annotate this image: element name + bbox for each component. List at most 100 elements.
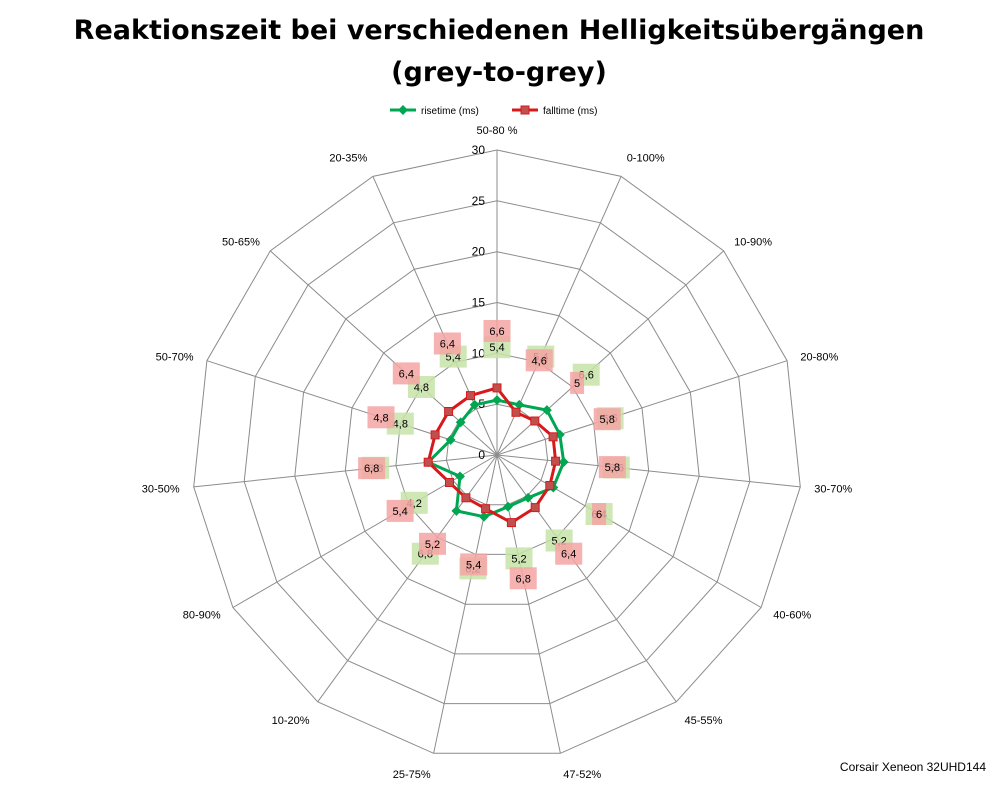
category-label: 0-100% [627,153,665,165]
category-label: 40-60% [773,610,811,622]
data-label-box [598,456,626,479]
legend-swatch-marker [398,105,408,115]
category-label: 10-90% [734,237,772,249]
legend-label: risetime (ms) [421,106,479,117]
legend: risetime (ms) falltime (ms) [390,105,597,117]
data-label: 4,8 [393,419,408,431]
chart-title: Reaktionszeit bei verschiedenen Helligke… [0,10,998,94]
series-layer [423,383,569,528]
data-labels: 5,45,46,66,56,66,45,25,26,26,84,26,84,84… [358,320,630,590]
legend-swatch-marker [520,105,530,115]
data-label-box [392,362,420,385]
category-label: 50-65% [222,237,260,249]
data-label: 5,4 [489,342,504,354]
grid-ring [243,200,751,705]
series-marker [541,405,552,416]
data-label: 4,6 [532,355,547,367]
data-label: 5,4 [392,506,407,518]
data-label: 5,2 [425,539,440,551]
series-marker [445,478,454,487]
series-marker [558,457,569,467]
data-label-box [386,499,414,522]
series-marker [506,518,516,528]
category-label: 47-52% [563,769,601,781]
data-label: 4,8 [373,412,388,424]
grid-ring [395,352,599,555]
series-marker [548,432,558,442]
data-label: 6,4 [440,339,455,351]
category-labels: 50-80 % 0-100% 10-90% 20-80% 30-70% 40-60% 45-… [142,125,853,781]
data-label: 4,8 [414,382,429,394]
data-label: 5,8 [605,462,620,474]
series-marker [530,503,540,513]
tick-label: 20 [472,245,486,259]
chart-title-line-2: (grey-to-grey) [391,57,607,88]
data-label-box [570,371,585,394]
data-label-box [555,542,583,565]
category-label: 80-90% [183,610,221,622]
series-line [426,386,558,525]
category-label: 10-20% [272,715,310,727]
data-label: 5,4 [466,559,481,571]
legend-label: falltime (ms) [543,106,597,117]
data-label-box [460,553,488,576]
series-marker [511,407,521,417]
category-label: 30-70% [814,483,852,495]
data-label: 6 [596,509,602,521]
series-marker [492,395,502,406]
grid-ring [294,251,700,655]
series-marker [445,434,456,445]
data-label-box [525,349,553,372]
data-label: 5,4 [446,352,461,364]
data-label: 5 [574,378,580,390]
data-label: 6,4 [399,368,414,380]
tick-label: 15 [472,296,486,310]
series-marker [492,383,502,393]
series-marker [514,399,525,410]
data-label: 6,4 [561,549,576,561]
chart-title-line-1: Reaktionszeit bei verschiedenen Helligke… [73,15,925,46]
grid-ring [344,301,650,605]
series-marker [503,501,513,512]
grid-spoke [496,454,762,608]
tick-label: 25 [472,194,486,208]
footer-note: Corsair Xeneon 32UHD144 [839,760,986,774]
data-label-box [593,408,621,431]
series-marker [469,399,480,410]
data-label-box [367,406,395,429]
grid-spoke [193,454,498,488]
series-marker [545,481,555,490]
category-label: 45-55% [685,715,723,727]
series-marker [451,505,462,516]
data-label-box [483,320,511,342]
series-marker [455,471,465,482]
series-marker [455,417,466,428]
category-label: 25-75% [393,769,431,781]
series-marker [461,493,471,503]
data-label-box [433,332,461,355]
data-label: 6,8 [364,463,379,475]
category-label: 50-70% [156,351,194,363]
category-label: 20-80% [800,351,838,363]
category-label: 20-35% [329,153,367,165]
data-label-box [509,567,537,590]
series-line [426,398,566,519]
grid-spoke [496,360,788,456]
grid-spoke [372,176,498,456]
series-marker [430,430,440,440]
series-marker [523,492,534,503]
grid-ring [193,149,801,754]
tick-label: 30 [472,143,486,157]
data-label-box [505,547,533,570]
series-marker [530,416,540,426]
series-marker [481,504,491,514]
category-label: 30-50% [142,483,180,495]
data-label-box [592,503,607,525]
data-label: 5,8 [600,414,615,426]
tick-label: 10 [472,346,486,360]
series-marker [478,511,489,522]
series-marker [423,457,433,467]
series-marker [551,456,561,466]
data-label-box [419,532,446,555]
